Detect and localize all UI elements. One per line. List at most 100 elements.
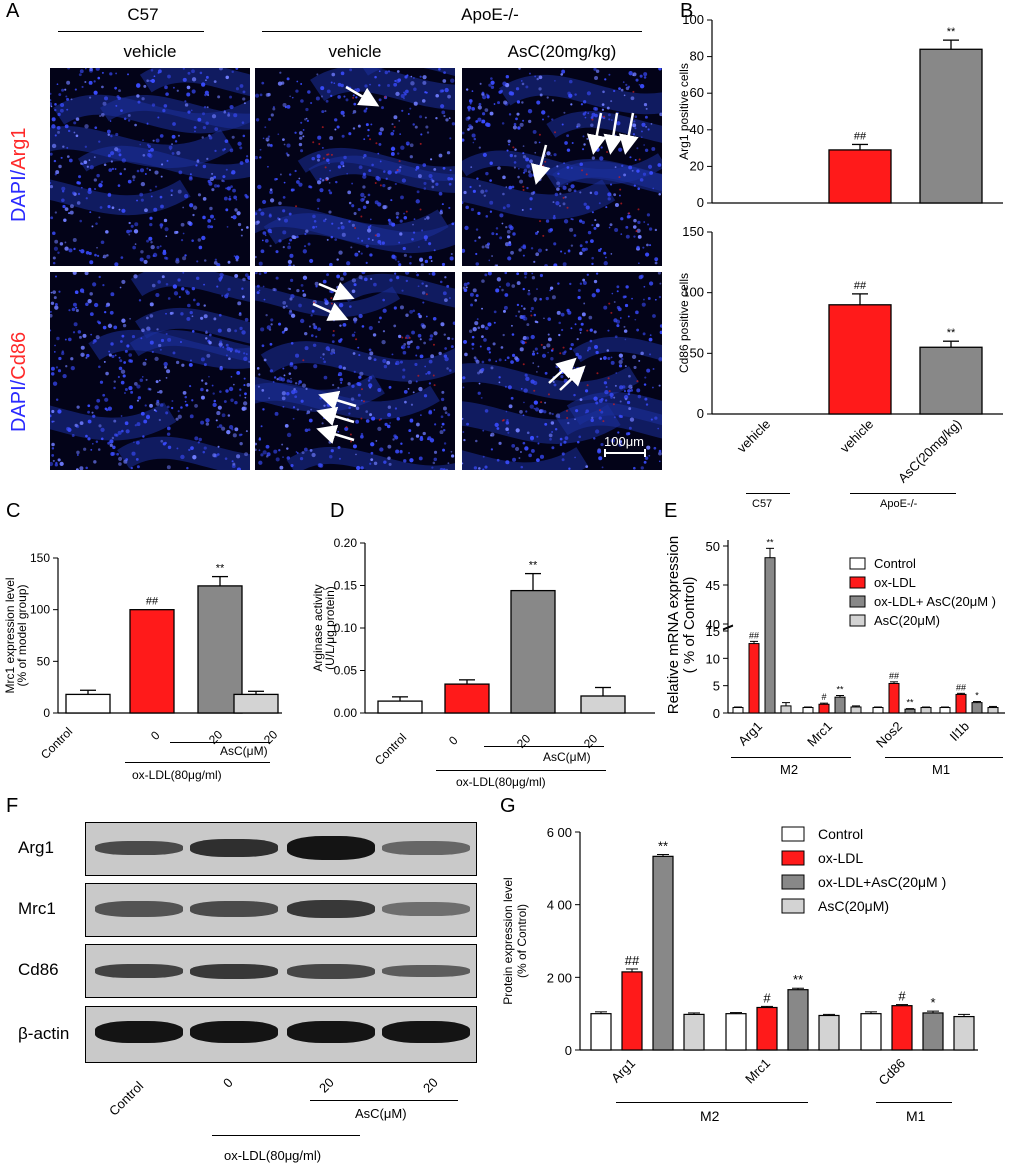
c-asc-label: AsC(μM) bbox=[220, 744, 268, 758]
bar bbox=[780, 705, 792, 714]
blot-band bbox=[95, 841, 183, 855]
y-tick-label: 0.05 bbox=[334, 664, 358, 678]
col-label-3: AsC(20mg/kg) bbox=[507, 42, 617, 61]
y-tick-label: 60 bbox=[690, 85, 704, 100]
y-axis-label: Arg1 positive cells bbox=[677, 63, 691, 160]
group-line-c57 bbox=[58, 31, 204, 32]
micrograph-apoe-vehicle-arg1 bbox=[255, 68, 455, 266]
micrograph-texture bbox=[50, 68, 250, 266]
y-axis-label: Relative mRNA expression bbox=[665, 536, 682, 714]
y-tick-label: 5 bbox=[713, 679, 720, 694]
bar bbox=[891, 1005, 913, 1051]
x-tick-label: Mrc1 bbox=[804, 719, 835, 750]
panel-label-d: D bbox=[330, 500, 345, 522]
f-asc-label: AsC(μM) bbox=[355, 1106, 407, 1121]
col-label-2: vehicle bbox=[328, 42, 382, 61]
bar bbox=[818, 1014, 840, 1051]
bar bbox=[987, 707, 999, 714]
micrograph-texture bbox=[462, 272, 662, 470]
x-tick-label: Il1b bbox=[947, 719, 972, 744]
bar bbox=[65, 693, 111, 714]
significance-mark: ** bbox=[658, 839, 668, 854]
chart-b-cd86: 0 50 100 150 Cd86 positive cells ## ** bbox=[677, 224, 1003, 421]
blot-band bbox=[190, 901, 278, 917]
y-tick-label: 0 bbox=[697, 406, 704, 421]
bar bbox=[939, 707, 951, 714]
legend-swatch bbox=[849, 595, 866, 608]
bar bbox=[129, 609, 175, 714]
legend-label: ox-LDL bbox=[874, 575, 916, 590]
b-group-label-apoe: ApoE-/- bbox=[880, 498, 918, 510]
e-m1-label: M1 bbox=[932, 762, 951, 777]
significance-mark: ## bbox=[854, 130, 867, 142]
y-tick-label: 40 bbox=[706, 617, 720, 632]
legend-swatch bbox=[849, 614, 866, 627]
bar bbox=[756, 1006, 778, 1051]
blot-label-arg1: Arg1 bbox=[18, 838, 54, 857]
bar bbox=[828, 304, 892, 415]
bar bbox=[377, 700, 423, 714]
f-xlabel-20a: 20 bbox=[316, 1074, 337, 1096]
d-xlabel-0: 0 bbox=[446, 733, 461, 748]
y-tick-label: 150 bbox=[682, 224, 704, 239]
bar bbox=[850, 706, 862, 714]
y-tick-label: 40 bbox=[690, 122, 704, 137]
f-xlabel-control: Control bbox=[106, 1078, 147, 1119]
b-group-line-apoe bbox=[850, 493, 956, 494]
group-label-apoe: ApoE-/- bbox=[461, 5, 519, 24]
e-m1-line bbox=[885, 757, 1003, 758]
col-label-1: vehicle bbox=[123, 42, 177, 61]
blot-band bbox=[382, 902, 470, 916]
legend-swatch bbox=[849, 557, 866, 570]
blot-label-mrc1: Mrc1 bbox=[18, 899, 56, 918]
micrograph-apoe-vehicle-cd86 bbox=[255, 272, 455, 470]
bar bbox=[510, 589, 556, 714]
micrograph-texture bbox=[50, 272, 250, 470]
bar bbox=[590, 1013, 612, 1051]
y-axis-label: ( % of Control) bbox=[681, 577, 698, 674]
g-m1-line bbox=[876, 1102, 952, 1103]
d-xlabel-20b: 20 bbox=[581, 731, 601, 751]
bar bbox=[834, 696, 846, 714]
y-tick-label: 0 bbox=[697, 195, 704, 210]
b-group-label-c57: C57 bbox=[752, 498, 773, 510]
bar bbox=[828, 149, 892, 204]
y-axis-label: (U/L/μg protein) bbox=[323, 586, 337, 670]
bar bbox=[802, 707, 814, 714]
y-tick-label: 45 bbox=[706, 578, 720, 593]
bar bbox=[860, 1013, 882, 1051]
x-tick-label: Arg1 bbox=[735, 719, 765, 749]
x-tick-label: Nos2 bbox=[873, 719, 905, 751]
y-tick-label: 50 bbox=[706, 539, 720, 554]
significance-mark: ## bbox=[889, 671, 899, 681]
group-label-c57: C57 bbox=[127, 5, 159, 24]
y-tick-label: 15 bbox=[706, 624, 720, 639]
y-tick-label: 0 bbox=[565, 1043, 572, 1058]
y-tick-label: 6 00 bbox=[547, 825, 572, 840]
significance-mark: * bbox=[975, 691, 979, 701]
d-xlabel-control: Control bbox=[372, 730, 410, 768]
bar bbox=[971, 702, 983, 714]
f-oxldl-label: ox-LDL(80μg/ml) bbox=[224, 1148, 322, 1163]
bar bbox=[787, 989, 809, 1051]
c-xlabel-0: 0 bbox=[148, 728, 163, 743]
f-xlabel-0: 0 bbox=[220, 1074, 236, 1091]
blot-band bbox=[287, 900, 375, 918]
blot-band bbox=[95, 901, 183, 917]
y-tick-label: 100 bbox=[30, 603, 50, 617]
d-xlabel-20a: 20 bbox=[514, 731, 534, 751]
f-oxldl-line bbox=[212, 1135, 360, 1136]
micrograph-c57-arg1 bbox=[50, 68, 250, 266]
panel-label-b: B bbox=[680, 0, 694, 22]
scale-bar-label: 100μm bbox=[604, 434, 645, 449]
legend-label: AsC(20μM) bbox=[874, 613, 940, 628]
bar bbox=[621, 971, 643, 1051]
legend-label: ox-LDL bbox=[818, 850, 863, 866]
bar bbox=[725, 1013, 747, 1051]
blot-band bbox=[382, 965, 470, 977]
y-tick-label: 0.10 bbox=[334, 621, 358, 635]
bar bbox=[888, 682, 900, 714]
g-m2-label: M2 bbox=[700, 1108, 720, 1124]
blot-band bbox=[287, 1021, 375, 1043]
bar bbox=[818, 703, 830, 714]
